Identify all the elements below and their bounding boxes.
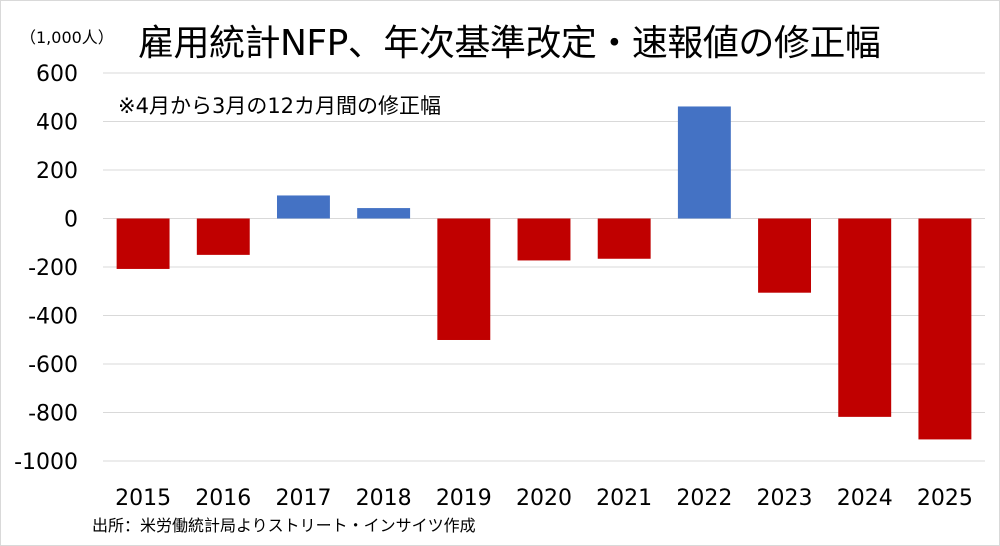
- bar-2018: [357, 208, 411, 219]
- y-tick-label: -800: [28, 402, 78, 427]
- x-tick-label: 2016: [195, 486, 251, 511]
- x-tick-label: 2023: [757, 486, 813, 511]
- y-tick-label: -600: [28, 353, 78, 378]
- x-tick-label: 2025: [917, 486, 973, 511]
- y-tick-label: 0: [64, 208, 78, 233]
- unit-label: （1,000人）: [20, 28, 114, 47]
- bar-2017: [276, 195, 330, 219]
- x-axis-ticks: 2015 2016 2017 2018 2019 2020 2021 2022 2023 2024…: [115, 486, 973, 511]
- y-tick-label: 400: [36, 111, 78, 136]
- x-tick-label: 2015: [115, 486, 171, 511]
- y-tick-label: -200: [28, 256, 78, 281]
- bar-2021: [597, 218, 651, 259]
- bar-2023: [758, 218, 812, 293]
- gridlines: [103, 72, 985, 462]
- bars: [116, 106, 972, 440]
- chart-title: 雇用統計NFP、年次基準改定・速報値の修正幅: [138, 23, 881, 64]
- x-tick-label: 2022: [676, 486, 732, 511]
- source-note: 出所：米労働統計局よりストリート・インサイツ作成: [92, 516, 476, 535]
- x-tick-label: 2021: [596, 486, 652, 511]
- bar-2015: [116, 218, 170, 269]
- x-tick-label: 2024: [837, 486, 893, 511]
- bar-2019: [437, 218, 491, 340]
- bar-2020: [517, 218, 571, 261]
- x-tick-label: 2020: [516, 486, 572, 511]
- bar-2025: [918, 218, 972, 440]
- bar-2024: [838, 218, 892, 417]
- bar-2022: [677, 106, 731, 219]
- x-tick-label: 2017: [275, 486, 331, 511]
- x-tick-label: 2019: [436, 486, 492, 511]
- y-tick-label: 200: [36, 159, 78, 184]
- bar-2016: [196, 218, 250, 255]
- y-axis-ticks: 600 400 200 0 -200 -400 -600 -800 -1000: [14, 62, 78, 475]
- chart-annotation: ※4月から3月の12カ月間の修正幅: [118, 94, 442, 118]
- x-tick-label: 2018: [356, 486, 412, 511]
- y-tick-label: -400: [28, 305, 78, 330]
- y-tick-label: -1000: [14, 450, 78, 475]
- y-tick-label: 600: [36, 62, 78, 87]
